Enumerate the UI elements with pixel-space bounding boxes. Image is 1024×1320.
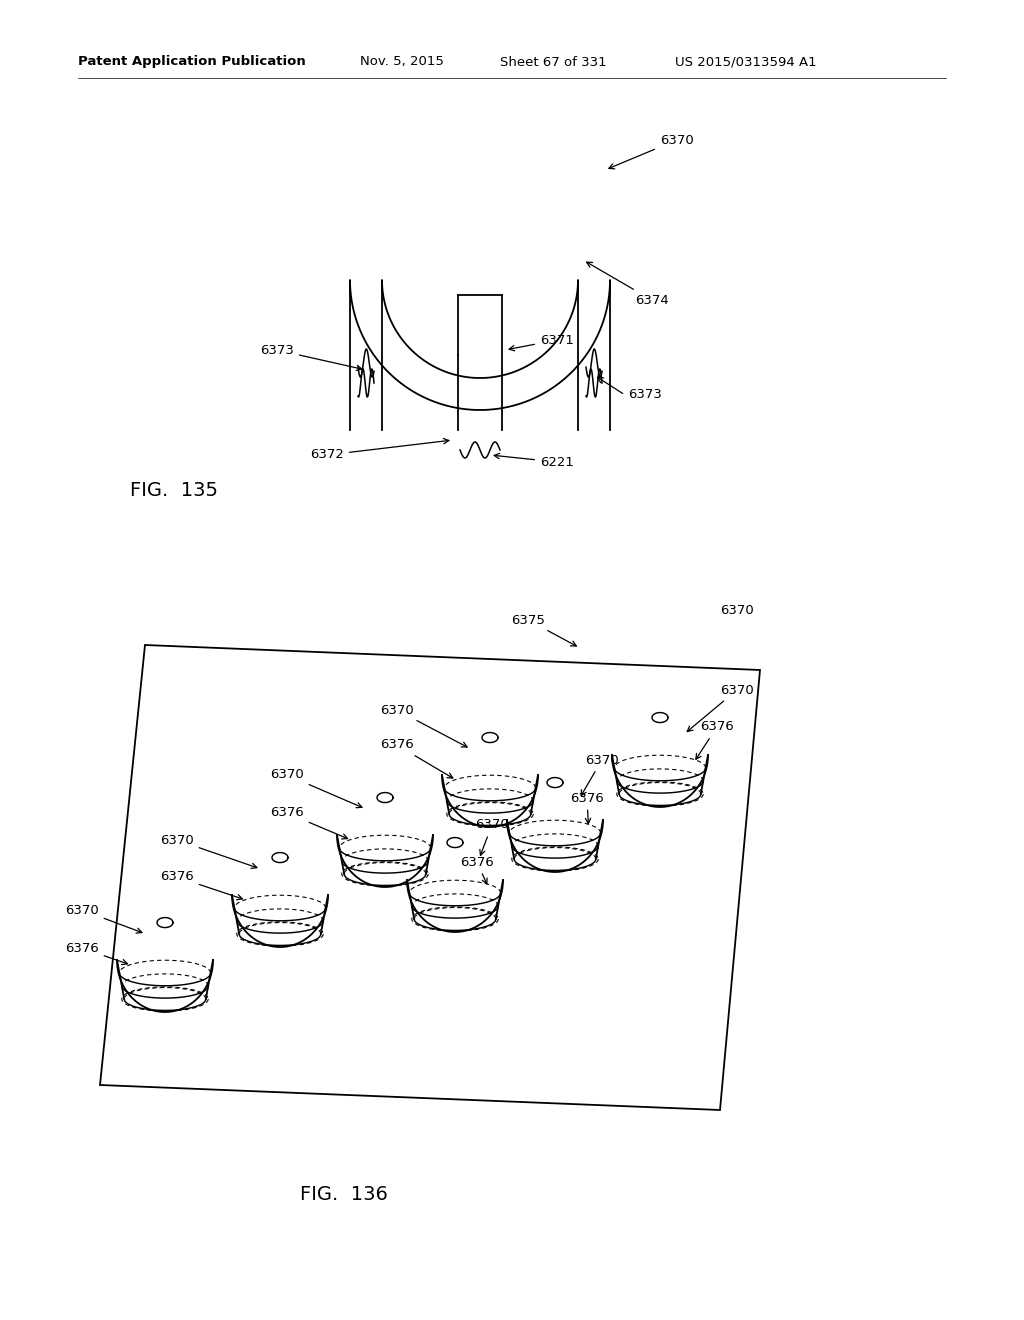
Text: 6376: 6376 bbox=[570, 792, 604, 824]
Text: 6376: 6376 bbox=[270, 807, 347, 840]
Text: 6370: 6370 bbox=[687, 684, 754, 731]
Text: 6376: 6376 bbox=[160, 870, 243, 900]
Text: 6373: 6373 bbox=[260, 343, 361, 371]
Text: 6372: 6372 bbox=[310, 438, 449, 462]
Text: 6370: 6370 bbox=[270, 768, 361, 808]
Text: 6370: 6370 bbox=[160, 833, 257, 869]
Text: 6370: 6370 bbox=[380, 704, 467, 747]
Text: 6376: 6376 bbox=[460, 855, 494, 884]
Text: 6374: 6374 bbox=[587, 263, 669, 306]
Text: FIG.  135: FIG. 135 bbox=[130, 480, 218, 499]
Text: 6370: 6370 bbox=[475, 818, 509, 855]
Text: 6370: 6370 bbox=[65, 903, 142, 933]
Text: 6370: 6370 bbox=[609, 133, 693, 169]
Text: US 2015/0313594 A1: US 2015/0313594 A1 bbox=[675, 55, 816, 69]
Text: 6376: 6376 bbox=[696, 721, 734, 759]
Text: 6370: 6370 bbox=[581, 754, 618, 796]
Text: Nov. 5, 2015: Nov. 5, 2015 bbox=[360, 55, 443, 69]
Text: Sheet 67 of 331: Sheet 67 of 331 bbox=[500, 55, 606, 69]
Text: 6370: 6370 bbox=[720, 603, 754, 616]
Text: 6373: 6373 bbox=[628, 388, 662, 401]
Text: Patent Application Publication: Patent Application Publication bbox=[78, 55, 306, 69]
Text: 6371: 6371 bbox=[509, 334, 573, 351]
Text: 6375: 6375 bbox=[511, 614, 577, 645]
Text: 6221: 6221 bbox=[495, 453, 573, 469]
Text: 6376: 6376 bbox=[380, 738, 453, 777]
Text: 6376: 6376 bbox=[65, 941, 127, 965]
Text: FIG.  136: FIG. 136 bbox=[300, 1185, 388, 1204]
